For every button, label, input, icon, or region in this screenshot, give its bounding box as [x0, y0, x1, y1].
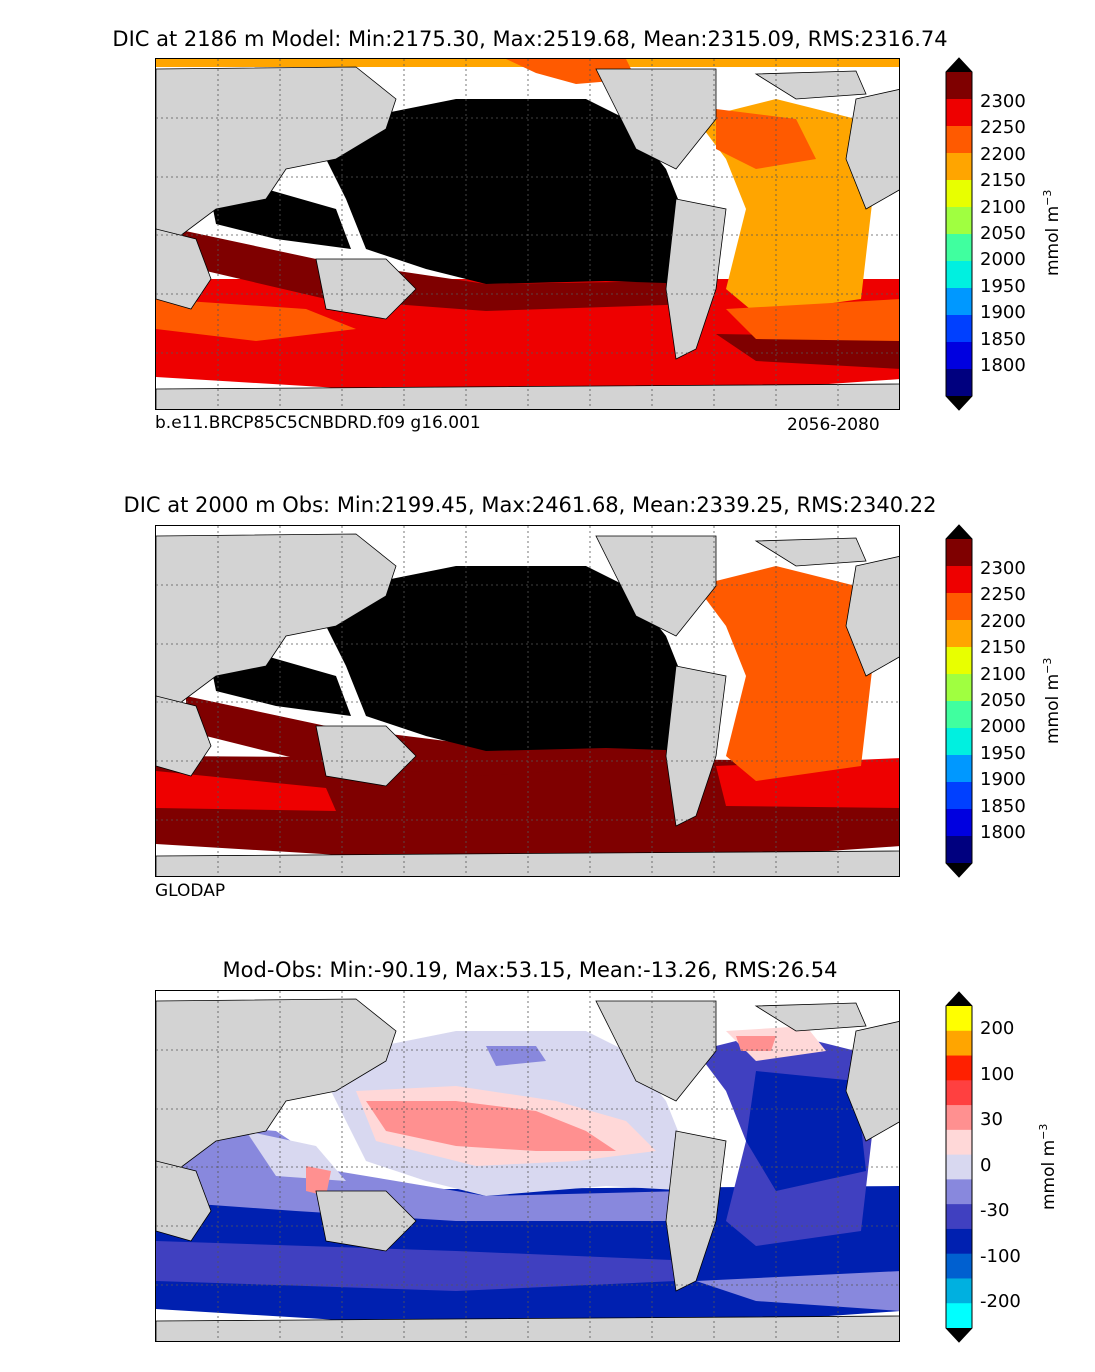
- colorbar-tick-label: -30: [980, 1200, 1010, 1221]
- colorbar-under-arrow: [946, 863, 972, 877]
- colorbar-over-arrow: [946, 58, 972, 72]
- colorbar-tick-label: 2050: [980, 690, 1026, 711]
- colorbar-segment: [946, 342, 972, 370]
- colorbar-tick-label: 1900: [980, 769, 1026, 791]
- panel1-map-svg: [156, 59, 899, 409]
- colorbar-segment: [946, 836, 972, 864]
- colorbar-segment: [946, 1030, 972, 1057]
- panel3-title: Mod-Obs: Min:-90.19, Max:53.15, Mean:-13…: [222, 958, 838, 982]
- colorbar-under-arrow: [946, 396, 972, 410]
- colorbar-segment: [946, 1006, 972, 1032]
- panel3-colorbar-unit: mmol m−3: [1037, 1123, 1059, 1211]
- colorbar-tick-label: 30: [980, 1109, 1003, 1130]
- panel1-colorbar: [945, 57, 973, 411]
- panel2-title: DIC at 2000 m Obs: Min:2199.45, Max:2461…: [123, 493, 937, 517]
- colorbar-segment: [946, 234, 972, 262]
- colorbar-tick-label: 2150: [980, 637, 1026, 659]
- colorbar-segment: [946, 72, 972, 100]
- colorbar-over-arrow: [946, 992, 972, 1006]
- panel1-title: DIC at 2186 m Model: Min:2175.30, Max:25…: [112, 27, 948, 51]
- panel2-colorbar: [945, 524, 973, 878]
- colorbar-segment: [946, 728, 972, 756]
- colorbar-tick-label: 1900: [980, 302, 1026, 324]
- colorbar-tick-label: 2150: [980, 170, 1026, 192]
- colorbar-tick-label: 2100: [980, 196, 1026, 218]
- colorbar-segment: [946, 153, 972, 181]
- colorbar-tick-label: 2050: [980, 223, 1026, 244]
- colorbar-segment: [946, 539, 972, 567]
- colorbar-segment: [946, 288, 972, 316]
- colorbar-segment: [946, 1129, 972, 1156]
- panel3-map: [155, 990, 900, 1342]
- colorbar-segment: [946, 315, 972, 343]
- colorbar-segment: [946, 674, 972, 702]
- panel3-colorbar: [945, 991, 973, 1343]
- panel2-colorbar-svg: [945, 524, 973, 878]
- colorbar-segment: [946, 701, 972, 729]
- panel2-source-label: GLODAP: [155, 881, 226, 901]
- colorbar-segment: [946, 647, 972, 675]
- colorbar-tick-label: 0: [980, 1154, 992, 1176]
- colorbar-segment: [946, 1080, 972, 1106]
- colorbar-segment: [946, 261, 972, 289]
- colorbar-segment: [946, 1228, 972, 1255]
- colorbar-tick-label: 100: [980, 1063, 1015, 1085]
- colorbar-tick-label: 200: [980, 1018, 1015, 1039]
- colorbar-segment: [946, 809, 972, 837]
- panel1-colorbar-unit: mmol m−3: [1041, 189, 1063, 277]
- colorbar-segment: [946, 1055, 972, 1081]
- colorbar-segment: [946, 369, 972, 397]
- colorbar-tick-label: 1950: [980, 275, 1026, 297]
- colorbar-segment: [946, 1303, 972, 1329]
- colorbar-segment: [946, 782, 972, 810]
- colorbar-segment: [946, 566, 972, 594]
- colorbar-segment: [946, 1253, 972, 1279]
- colorbar-tick-label: 2250: [980, 584, 1026, 606]
- panel1-years-label: 2056-2080: [787, 415, 880, 435]
- colorbar-tick-label: 1850: [980, 328, 1026, 350]
- colorbar-segment: [946, 593, 972, 621]
- colorbar-segment: [946, 1154, 972, 1180]
- panel1-case-label: b.e11.BRCP85C5CNBDRD.f09 g16.001: [155, 413, 481, 433]
- colorbar-segment: [946, 755, 972, 783]
- colorbar-segment: [946, 1204, 972, 1230]
- colorbar-segment: [946, 620, 972, 648]
- colorbar-tick-label: 2250: [980, 117, 1026, 139]
- panel1-colorbar-svg: [945, 57, 973, 411]
- colorbar-under-arrow: [946, 1328, 972, 1342]
- colorbar-segment: [946, 180, 972, 208]
- colorbar-tick-label: -200: [980, 1291, 1021, 1312]
- colorbar-segment: [946, 99, 972, 127]
- colorbar-tick-label: 1800: [980, 822, 1026, 843]
- colorbar-tick-label: -100: [980, 1245, 1021, 1267]
- colorbar-tick-label: 2000: [980, 716, 1026, 738]
- colorbar-tick-label: 2200: [980, 610, 1026, 632]
- panel3-map-svg: [156, 991, 899, 1341]
- colorbar-tick-label: 1800: [980, 355, 1026, 376]
- colorbar-tick-label: 2100: [980, 663, 1026, 685]
- colorbar-segment: [946, 1105, 972, 1131]
- colorbar-tick-label: 2300: [980, 558, 1026, 579]
- colorbar-segment: [946, 1278, 972, 1304]
- panel2-map-svg: [156, 526, 899, 876]
- panel1-map: [155, 58, 900, 410]
- colorbar-tick-label: 2000: [980, 249, 1026, 271]
- colorbar-segment: [946, 126, 972, 154]
- panel3-colorbar-svg: [945, 991, 973, 1343]
- panel2-colorbar-unit: mmol m−3: [1041, 657, 1063, 745]
- colorbar-tick-label: 2300: [980, 91, 1026, 112]
- panel2-map: [155, 525, 900, 877]
- colorbar-tick-label: 1950: [980, 742, 1026, 764]
- colorbar-segment: [946, 1179, 972, 1205]
- colorbar-tick-label: 2200: [980, 143, 1026, 165]
- colorbar-tick-label: 1850: [980, 795, 1026, 817]
- colorbar-segment: [946, 207, 972, 235]
- colorbar-over-arrow: [946, 525, 972, 539]
